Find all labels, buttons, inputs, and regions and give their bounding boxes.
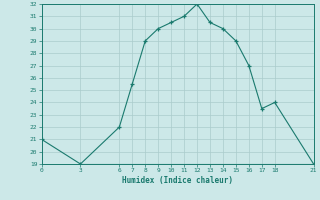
X-axis label: Humidex (Indice chaleur): Humidex (Indice chaleur) (122, 176, 233, 185)
